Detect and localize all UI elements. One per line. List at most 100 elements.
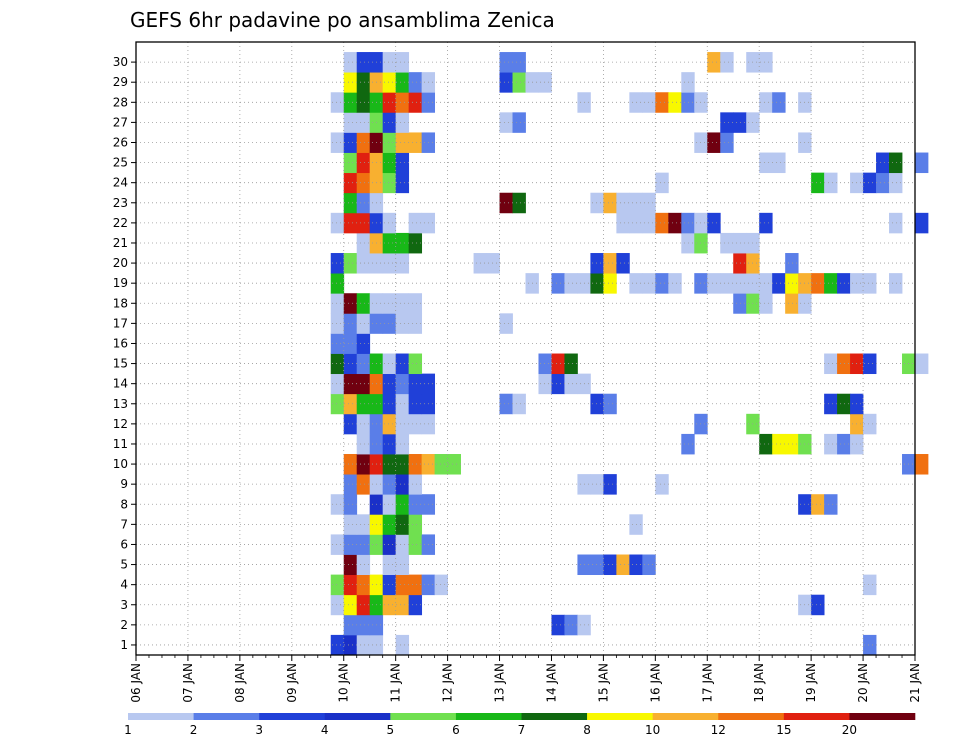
heatmap-cell bbox=[395, 112, 410, 133]
heatmap-cell bbox=[408, 574, 423, 596]
colorbar-swatch bbox=[390, 713, 457, 720]
heatmap-cell bbox=[382, 393, 397, 415]
x-axis: 06 JAN 07 JAN 08 JAN 09 JAN 10 JAN 11 JAN 12 J… bbox=[129, 655, 922, 703]
y-tick-label: 21 bbox=[113, 236, 128, 250]
x-tick-label: 09 JAN bbox=[285, 663, 299, 703]
heatmap-cell bbox=[889, 273, 903, 294]
y-tick-label: 27 bbox=[113, 115, 128, 129]
heatmap-cell bbox=[382, 554, 397, 576]
heatmap-cell bbox=[889, 152, 903, 174]
heatmap-cell bbox=[395, 353, 410, 375]
heatmap-cell bbox=[486, 253, 500, 274]
heatmap-cell bbox=[512, 192, 526, 214]
heatmap-cell bbox=[395, 554, 410, 576]
heatmap-cell bbox=[408, 353, 423, 375]
heatmap-cell bbox=[382, 132, 397, 153]
heatmap-cell bbox=[356, 253, 371, 274]
heatmap-cell bbox=[408, 413, 423, 435]
heatmap-cell bbox=[564, 614, 578, 636]
heatmap-cell bbox=[837, 273, 851, 294]
heatmap-cell bbox=[759, 273, 773, 294]
heatmap-cell bbox=[395, 52, 410, 73]
heatmap-cell bbox=[343, 574, 358, 596]
heatmap-cell bbox=[733, 293, 747, 314]
heatmap-cell bbox=[356, 192, 371, 214]
heatmap-cell bbox=[395, 594, 410, 616]
x-tick-label: 06 JAN bbox=[129, 663, 143, 703]
heatmap-cell bbox=[733, 273, 747, 294]
heatmap-cell bbox=[811, 594, 825, 616]
heatmap-cell bbox=[642, 212, 656, 234]
heatmap-cell bbox=[707, 273, 721, 294]
heatmap-cell bbox=[356, 152, 371, 174]
heatmap-cell bbox=[356, 172, 371, 194]
heatmap-cell bbox=[382, 413, 397, 435]
heatmap-cell bbox=[720, 273, 734, 294]
heatmap-cell bbox=[824, 393, 838, 415]
heatmap-cell bbox=[395, 474, 410, 495]
heatmap-cell bbox=[824, 433, 838, 455]
y-tick-label: 30 bbox=[113, 55, 128, 69]
heatmap-cell bbox=[330, 293, 345, 314]
heatmap-cell bbox=[330, 574, 345, 596]
heatmap-cell bbox=[538, 72, 552, 93]
heatmap-cell bbox=[603, 253, 617, 274]
heatmap-cell bbox=[759, 152, 773, 174]
heatmap-cell bbox=[356, 333, 371, 354]
heatmap-cell bbox=[343, 112, 358, 133]
heatmap-cell bbox=[915, 152, 929, 174]
heatmap-cell bbox=[343, 534, 358, 555]
heatmap-cell bbox=[343, 52, 358, 73]
heatmap-cell bbox=[824, 172, 838, 194]
heatmap-cell bbox=[733, 232, 747, 254]
heatmap-cell bbox=[863, 634, 877, 656]
heatmap-cell bbox=[590, 192, 604, 214]
x-tick-label: 11 JAN bbox=[389, 663, 403, 703]
heatmap-cell bbox=[408, 594, 423, 616]
heatmap-cell bbox=[785, 273, 799, 294]
heatmap-cell bbox=[499, 112, 513, 133]
heatmap-cell bbox=[720, 232, 734, 254]
heatmap-cell bbox=[863, 273, 877, 294]
heatmap-cell bbox=[343, 132, 358, 153]
heatmap-cell bbox=[356, 373, 371, 395]
heatmap-cell bbox=[382, 112, 397, 133]
y-tick-label: 8 bbox=[120, 497, 128, 511]
heatmap-cell bbox=[343, 454, 358, 475]
heatmap-cell bbox=[382, 433, 397, 455]
heatmap-cell bbox=[551, 373, 565, 395]
heatmap-cell bbox=[876, 172, 890, 194]
heatmap-cell bbox=[408, 494, 423, 515]
heatmap-cell bbox=[330, 313, 345, 334]
heatmap-cell bbox=[395, 172, 410, 194]
heatmap-cell bbox=[356, 474, 371, 495]
y-tick-label: 24 bbox=[113, 176, 128, 190]
y-tick-label: 16 bbox=[113, 336, 128, 350]
heatmap-cell bbox=[408, 212, 423, 234]
heatmap-cell bbox=[681, 92, 695, 113]
heatmap-cell bbox=[603, 474, 617, 495]
heatmap-cell bbox=[356, 514, 371, 535]
colorbar-label: 6 bbox=[452, 723, 460, 737]
heatmap-cell bbox=[642, 273, 656, 294]
heatmap-cell bbox=[512, 393, 526, 415]
heatmap-cell bbox=[434, 574, 448, 596]
x-tick-label: 21 JAN bbox=[908, 663, 922, 703]
heatmap-cell bbox=[356, 393, 371, 415]
y-tick-label: 5 bbox=[120, 558, 128, 572]
heatmap-cell bbox=[395, 634, 410, 656]
colorbar-label: 8 bbox=[583, 723, 591, 737]
x-tick-label: 14 JAN bbox=[544, 663, 558, 703]
heatmap-cell bbox=[343, 172, 358, 194]
heatmap-cell bbox=[382, 474, 397, 495]
y-tick-label: 29 bbox=[113, 75, 128, 89]
colorbar-swatch bbox=[718, 713, 785, 720]
heatmap-cell bbox=[499, 72, 513, 93]
heatmap-cell bbox=[811, 494, 825, 515]
heatmap-cell bbox=[343, 152, 358, 174]
heatmap-cell bbox=[330, 273, 345, 294]
heatmap-cell bbox=[772, 92, 786, 113]
heatmap-cell bbox=[434, 454, 448, 475]
heatmap-cell bbox=[382, 594, 397, 616]
heatmap-cell bbox=[395, 494, 410, 515]
